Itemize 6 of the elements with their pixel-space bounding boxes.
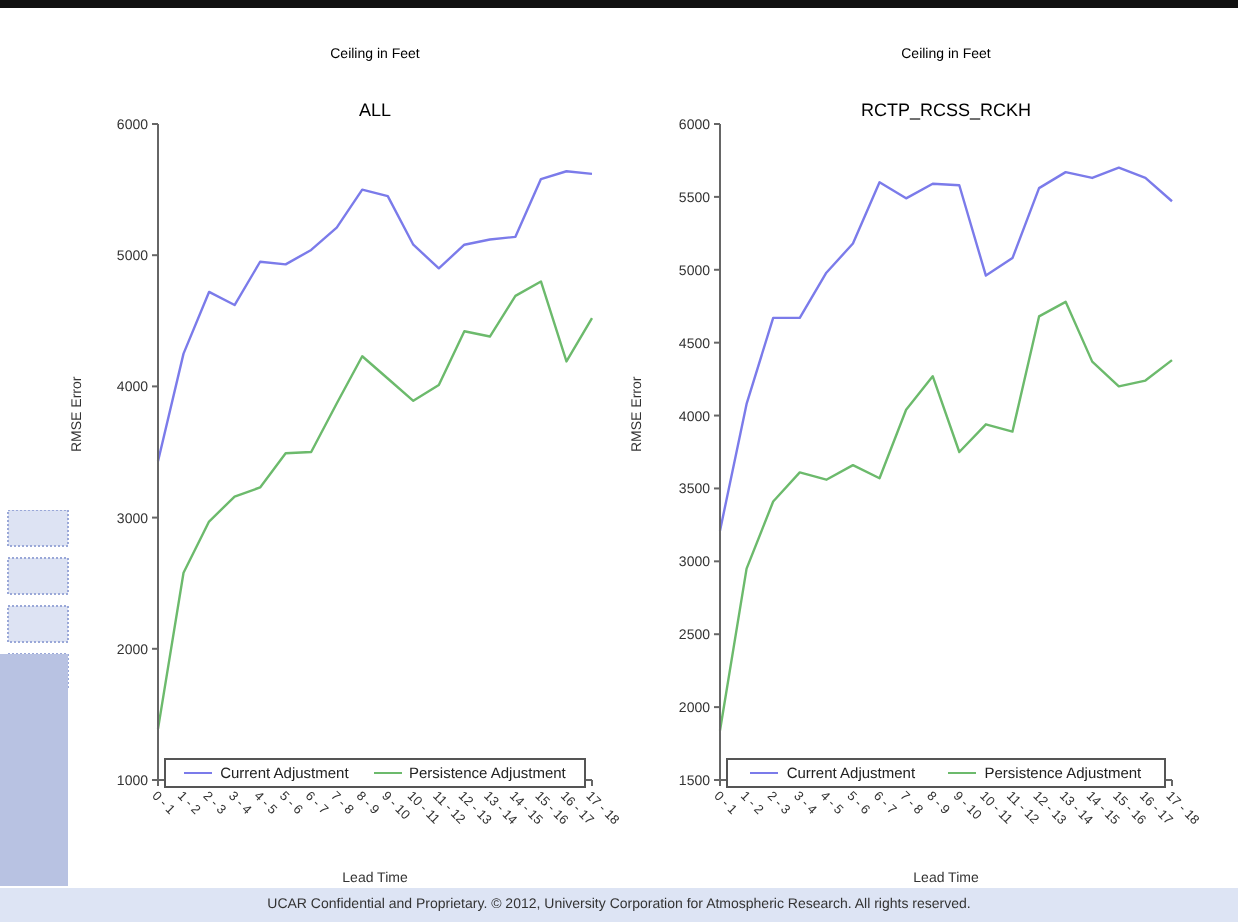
- line-series: [718, 300, 1174, 732]
- chart-subtitle: RCTP_RCSS_RCKH: [858, 100, 1034, 120]
- line-series: [156, 280, 594, 731]
- line-series: [156, 170, 594, 463]
- chart-subtitle: ALL: [356, 100, 393, 120]
- line-series: [718, 166, 1174, 532]
